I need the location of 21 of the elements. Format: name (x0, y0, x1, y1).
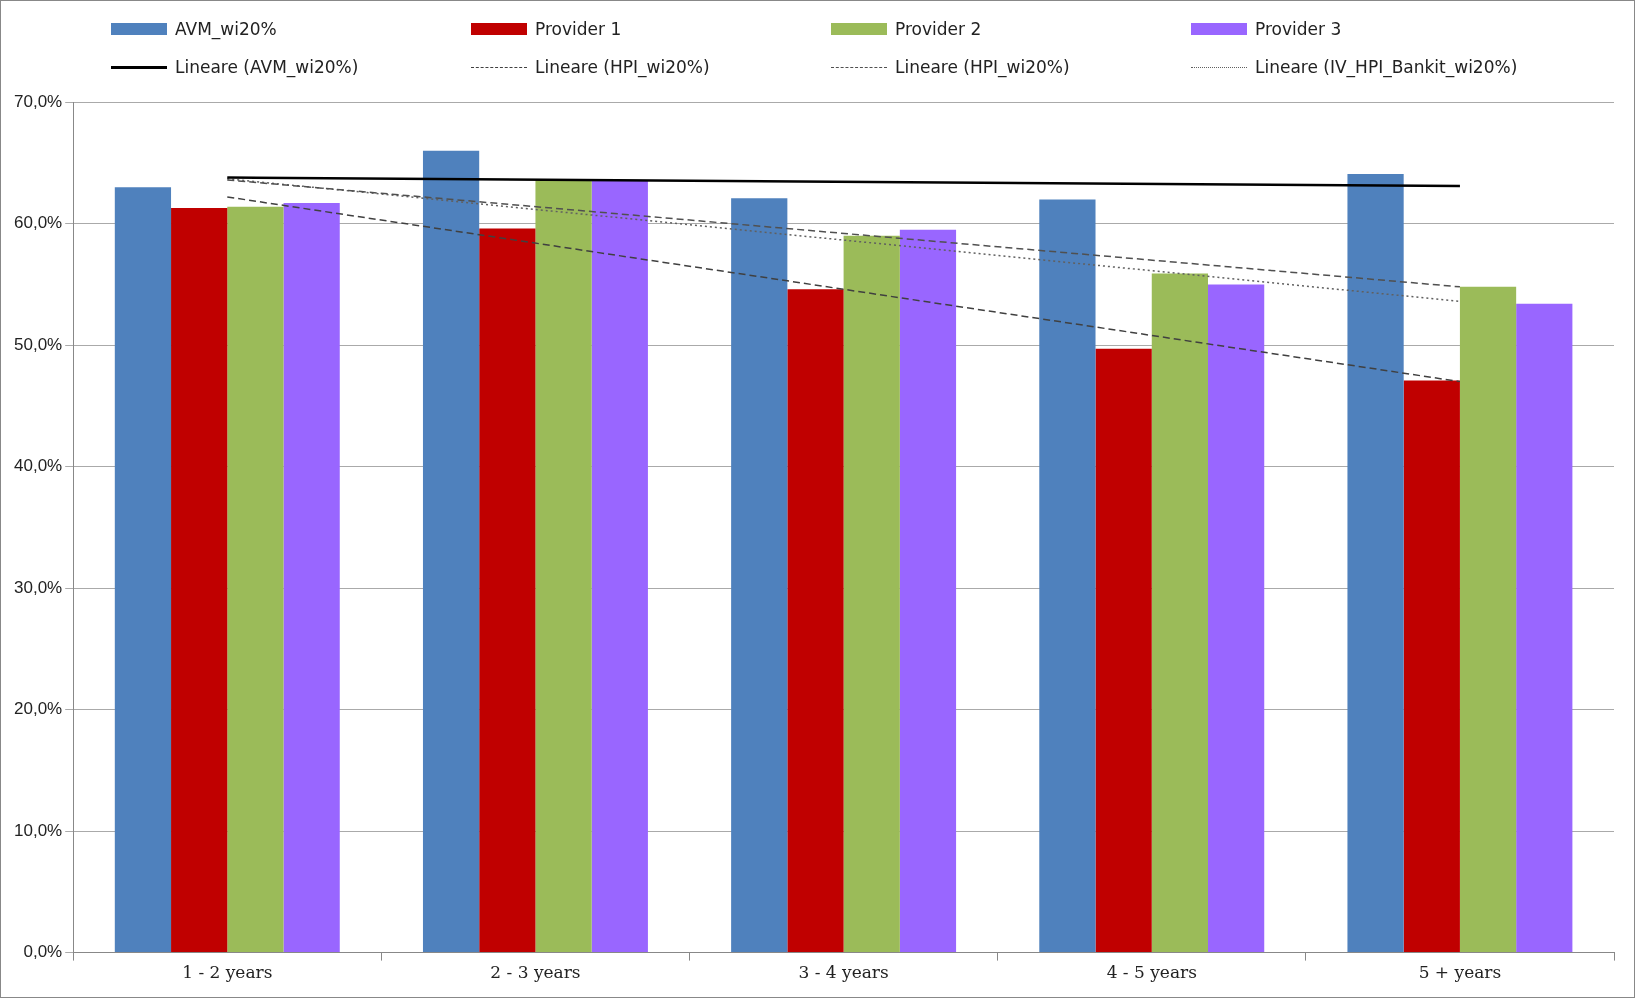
legend-label: AVM_wi20% (175, 19, 277, 39)
legend-label: Provider 3 (1255, 19, 1342, 39)
y-tick-label: 70,0% (14, 91, 63, 111)
x-tick-label: 1 - 2 years (182, 962, 273, 983)
legend-label: Lineare (HPI_wi20%) (535, 57, 710, 77)
y-tick-label: 0,0% (23, 942, 63, 962)
x-tick-label: 2 - 3 years (490, 962, 581, 983)
y-tick-label: 50,0% (14, 334, 63, 354)
legend-label: Lineare (HPI_wi20%) (895, 57, 1070, 77)
x-tick-label: 5 + years (1418, 962, 1502, 983)
y-tick-label: 30,0% (14, 577, 63, 597)
x-tick-label: 4 - 5 years (1106, 962, 1197, 983)
y-tick-label: 40,0% (14, 456, 63, 476)
legend-label: Provider 2 (895, 19, 982, 39)
legend-label: Provider 1 (535, 19, 622, 39)
y-tick-label: 60,0% (14, 213, 63, 233)
y-tick-label: 20,0% (14, 699, 63, 719)
y-tick-label: 10,0% (14, 820, 63, 840)
x-tick-label: 3 - 4 years (798, 962, 889, 983)
legend-label: Lineare (IV_HPI_Bankit_wi20%) (1255, 57, 1518, 77)
legend-label: Lineare (AVM_wi20%) (175, 57, 359, 77)
